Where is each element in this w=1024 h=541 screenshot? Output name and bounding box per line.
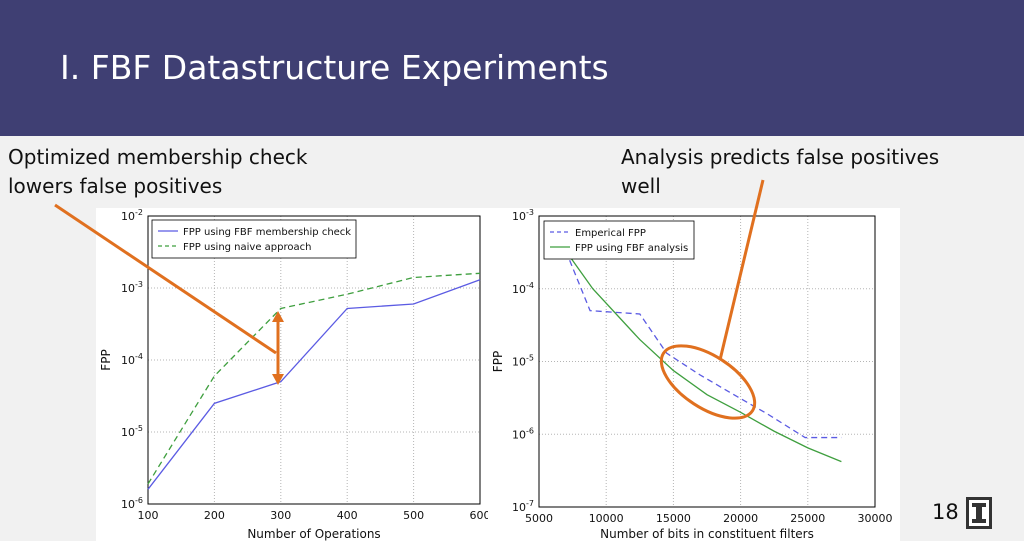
series-line-0 — [147, 279, 481, 490]
x-tick-label: 15000 — [656, 512, 691, 525]
caption-left: Optimized membership check lowers false … — [8, 143, 307, 201]
x-tick-label: 5000 — [525, 512, 553, 525]
x-tick-label: 30000 — [858, 512, 893, 525]
caption-left-line-1: Optimized membership check — [8, 145, 308, 169]
x-axis-label: Number of Operations — [247, 527, 380, 541]
legend-label: FPP using FBF membership check — [183, 227, 351, 238]
block-i-logo-icon — [966, 497, 992, 529]
caption-right-line-2: well — [621, 174, 661, 198]
plot-frame — [538, 215, 876, 508]
caption-right: Analysis predicts false positives well — [621, 143, 939, 201]
chart-background — [488, 208, 900, 541]
annotation-highlight-ellipse — [659, 344, 757, 420]
x-tick-label: 200 — [204, 509, 225, 522]
legend-label: FPP using FBF analysis — [575, 243, 688, 254]
y-tick-label: 10-2 — [121, 208, 143, 223]
x-tick-label: 100 — [138, 509, 159, 522]
y-tick-label: 10-5 — [512, 354, 534, 369]
slide-header: I. FBF Datastructure Experiments — [0, 0, 1024, 136]
annotation-arrow-line-right — [718, 179, 765, 361]
plot-frame — [147, 215, 481, 505]
y-tick-label: 10-4 — [512, 281, 534, 296]
x-tick-label: 20000 — [723, 512, 758, 525]
x-axis-label: Number of bits in constituent filters — [600, 527, 814, 541]
y-axis-label: FPP — [99, 349, 113, 370]
y-tick-label: 10-7 — [512, 499, 534, 514]
chart-fpp-vs-operations: 100 200 300 400 500 600 10-6 10-5 10-4 10-3 10-2 Nu… — [96, 208, 492, 541]
legend-box — [151, 219, 357, 259]
y-axis-label: FPP — [491, 351, 505, 372]
series-line-0 — [565, 250, 842, 439]
annotation-arrowhead-bottom — [272, 374, 284, 385]
x-tick-label: 400 — [337, 509, 358, 522]
y-tick-label: 10-3 — [121, 280, 143, 295]
x-tick-label: 500 — [403, 509, 424, 522]
x-tick-label: 10000 — [589, 512, 624, 525]
annotation-arrow-line-left — [54, 203, 277, 355]
chart-fpp-vs-bits: 5000 10000 15000 20000 25000 30000 10-7 10-6 10-… — [488, 208, 900, 541]
y-tick-label: 10-4 — [121, 352, 143, 367]
slide-title: I. FBF Datastructure Experiments — [60, 48, 609, 87]
x-tick-label: 25000 — [790, 512, 825, 525]
caption-right-line-1: Analysis predicts false positives — [621, 145, 940, 169]
legend-box — [543, 220, 695, 260]
annotation-arrowhead-top — [272, 311, 284, 322]
y-tick-label: 10-6 — [512, 426, 534, 441]
x-tick-label: 600 — [470, 509, 491, 522]
y-tick-label: 10-5 — [121, 424, 143, 439]
series-line-1 — [147, 272, 481, 485]
series-line-1 — [565, 250, 842, 463]
page-number: 18 — [932, 500, 959, 524]
x-tick-label: 300 — [270, 509, 291, 522]
chart-background — [96, 208, 492, 541]
y-tick-label: 10-6 — [121, 496, 143, 511]
caption-left-line-2: lowers false positives — [8, 174, 223, 198]
legend-label: FPP using naive approach — [183, 242, 311, 253]
legend-label: Emperical FPP — [575, 228, 646, 239]
y-tick-label: 10-3 — [512, 208, 534, 223]
